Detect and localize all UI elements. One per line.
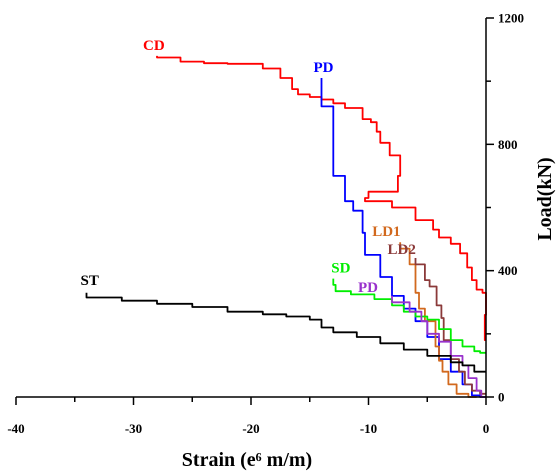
series-line-ld2-3 bbox=[414, 258, 486, 395]
series-label-st-6: ST bbox=[81, 273, 99, 289]
x-axis-ticks: -40 -30 -20 -10 0 bbox=[7, 397, 489, 436]
series-label-pd-1: PD bbox=[314, 60, 334, 76]
x-tick-label: -40 bbox=[7, 421, 24, 436]
x-tick-label: 0 bbox=[483, 421, 490, 436]
x-tick-label: -10 bbox=[360, 421, 377, 436]
x-tick-label: -30 bbox=[125, 421, 142, 436]
series-label-pd-5: PD bbox=[358, 280, 378, 296]
y-tick-label: 800 bbox=[498, 137, 518, 152]
series-line-cd-0 bbox=[156, 55, 487, 341]
y-tick-label: 400 bbox=[498, 263, 518, 278]
series-label-sd-4: SD bbox=[331, 261, 350, 277]
series-label-cd-0: CD bbox=[143, 38, 165, 54]
series-layer bbox=[85, 55, 487, 398]
y-axis-title: Load(kN) bbox=[534, 157, 556, 240]
series-line-pd-5 bbox=[391, 295, 486, 398]
axes: -40 -30 -20 -10 0 0 400 800 1200 bbox=[7, 11, 524, 437]
x-tick-label: -20 bbox=[242, 421, 259, 436]
x-axis-title: Strain (e⁶ m/m) bbox=[182, 449, 312, 471]
series-label-ld2-3: LD2 bbox=[388, 242, 416, 258]
series-line-st-6 bbox=[85, 292, 486, 373]
y-axis-ticks: 0 400 800 1200 bbox=[486, 11, 524, 405]
y-tick-label: 1200 bbox=[498, 11, 524, 26]
y-tick-label: 0 bbox=[498, 390, 505, 405]
series-line-ld1-2 bbox=[399, 242, 477, 398]
series-labels: CD PD LD1 LD2 SD PD ST bbox=[81, 38, 416, 296]
series-label-ld1-2: LD1 bbox=[372, 224, 400, 240]
series-line-sd-4 bbox=[332, 278, 486, 354]
